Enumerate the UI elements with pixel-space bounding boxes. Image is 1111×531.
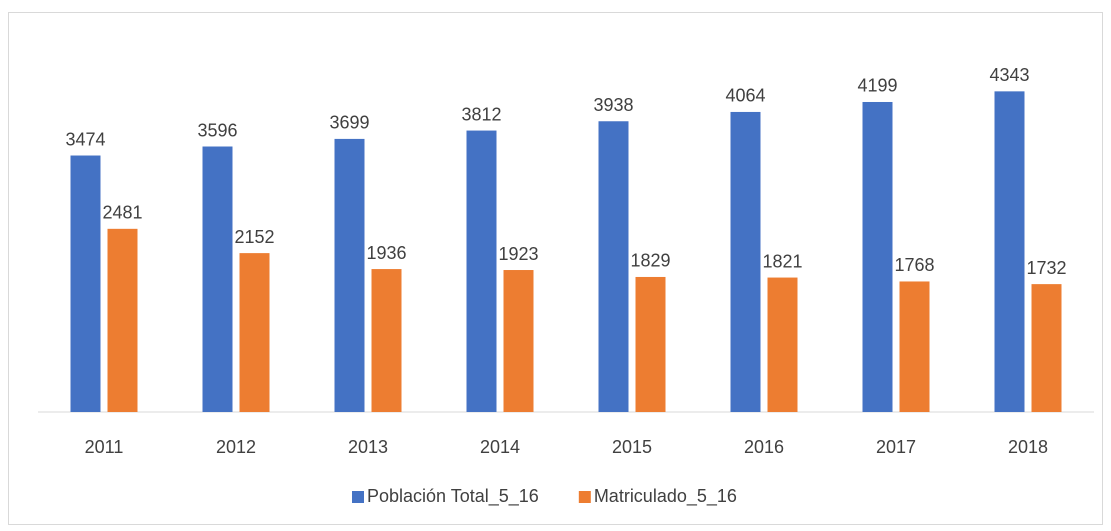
- bar: [466, 130, 497, 412]
- bar: [862, 101, 893, 413]
- legend-label: Población Total_5_16: [367, 486, 539, 507]
- data-label: 1829: [630, 251, 670, 271]
- bar: [635, 276, 666, 412]
- data-label: 4064: [725, 86, 765, 106]
- data-label: 3812: [461, 104, 501, 124]
- bar: [107, 228, 138, 412]
- legend-swatch: [578, 491, 591, 503]
- x-tick-label: 2014: [480, 437, 520, 457]
- data-label: 4343: [989, 65, 1029, 85]
- bar: [334, 138, 365, 412]
- data-label: 2152: [234, 227, 274, 247]
- bar: [899, 281, 930, 412]
- bar: [70, 155, 101, 412]
- bar: [503, 270, 534, 412]
- x-tick-label: 2018: [1008, 437, 1048, 457]
- data-label: 3699: [329, 113, 369, 133]
- x-tick-label: 2013: [348, 437, 388, 457]
- bar: [994, 91, 1025, 412]
- bar: [239, 253, 270, 412]
- data-label: 1936: [366, 243, 406, 263]
- x-tick-label: 2012: [216, 437, 256, 457]
- bar: [598, 121, 629, 412]
- legend-label: Matriculado_5_16: [594, 486, 737, 507]
- x-tick-label: 2016: [744, 437, 784, 457]
- bar: [767, 277, 798, 412]
- bar: [730, 111, 761, 412]
- chart-border: [8, 12, 1103, 525]
- data-label: 1732: [1026, 258, 1066, 278]
- data-label: 3938: [593, 95, 633, 115]
- data-label: 1923: [498, 244, 538, 264]
- legend-swatch: [352, 491, 364, 503]
- data-label: 1768: [894, 255, 934, 275]
- data-label: 4199: [857, 76, 897, 96]
- data-label: 3474: [65, 129, 105, 149]
- data-label: 3596: [197, 120, 237, 140]
- data-label: 1821: [762, 251, 802, 271]
- data-label: 2481: [102, 203, 142, 223]
- bar: [202, 146, 233, 412]
- x-tick-label: 2017: [876, 437, 916, 457]
- bar: [1031, 284, 1062, 412]
- x-tick-label: 2015: [612, 437, 652, 457]
- x-tick-label: 2011: [85, 437, 124, 457]
- bar: [371, 269, 402, 412]
